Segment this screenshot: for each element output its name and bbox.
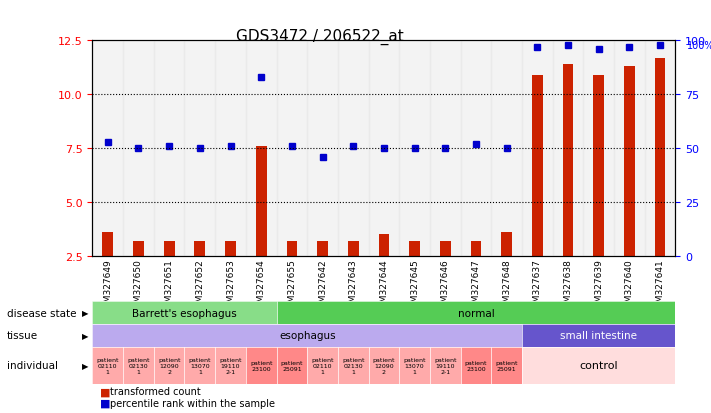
Text: percentile rank within the sample: percentile rank within the sample — [110, 398, 275, 408]
Bar — [400, 41, 430, 256]
Bar — [645, 41, 675, 256]
Bar — [215, 41, 246, 256]
Bar — [164, 241, 174, 256]
Bar — [655, 59, 665, 256]
Text: patient
19110
2-1: patient 19110 2-1 — [219, 357, 242, 374]
Bar — [471, 241, 481, 256]
Text: patient
23100: patient 23100 — [465, 360, 487, 371]
Text: control: control — [579, 361, 618, 370]
Text: patient
02110
1: patient 02110 1 — [97, 357, 119, 374]
Bar — [378, 235, 390, 256]
Bar — [410, 241, 420, 256]
Bar — [624, 67, 635, 256]
Bar — [256, 147, 267, 256]
Text: ▶: ▶ — [82, 361, 88, 370]
Text: patient
02110
1: patient 02110 1 — [311, 357, 334, 374]
Text: Barrett's esophagus: Barrett's esophagus — [132, 308, 237, 318]
Bar — [184, 41, 215, 256]
Bar — [368, 41, 400, 256]
Text: patient
25091: patient 25091 — [281, 360, 303, 371]
Bar — [491, 41, 522, 256]
Bar — [614, 41, 645, 256]
Text: patient
23100: patient 23100 — [250, 360, 272, 371]
Bar — [307, 41, 338, 256]
Text: patient
02130
1: patient 02130 1 — [127, 357, 150, 374]
Text: transformed count: transformed count — [110, 387, 201, 396]
Text: patient
19110
2-1: patient 19110 2-1 — [434, 357, 456, 374]
Bar — [430, 41, 461, 256]
Text: ▶: ▶ — [82, 331, 88, 340]
Bar — [277, 41, 307, 256]
Bar — [338, 41, 368, 256]
Bar — [287, 241, 297, 256]
Bar — [461, 41, 491, 256]
Bar — [594, 76, 604, 256]
Bar — [195, 241, 205, 256]
Bar — [440, 241, 451, 256]
Bar — [123, 41, 154, 256]
Text: ▶: ▶ — [82, 309, 88, 317]
Bar — [154, 41, 184, 256]
Bar — [246, 41, 277, 256]
Text: normal: normal — [458, 308, 494, 318]
Text: tissue: tissue — [7, 330, 38, 341]
Text: patient
25091: patient 25091 — [496, 360, 518, 371]
Bar — [102, 233, 113, 256]
Bar — [317, 241, 328, 256]
Text: patient
12090
2: patient 12090 2 — [373, 357, 395, 374]
Text: individual: individual — [7, 361, 58, 370]
Bar — [552, 41, 584, 256]
Text: patient
02130
1: patient 02130 1 — [342, 357, 365, 374]
Text: esophagus: esophagus — [279, 330, 336, 341]
Bar — [348, 241, 358, 256]
Text: ■: ■ — [100, 398, 110, 408]
Text: GDS3472 / 206522_at: GDS3472 / 206522_at — [236, 29, 404, 45]
Bar — [522, 41, 552, 256]
Text: patient
13070
1: patient 13070 1 — [188, 357, 211, 374]
Text: 100%: 100% — [687, 41, 711, 51]
Text: ■: ■ — [100, 387, 110, 396]
Bar — [92, 41, 123, 256]
Text: patient
13070
1: patient 13070 1 — [403, 357, 426, 374]
Text: disease state: disease state — [7, 308, 77, 318]
Bar — [133, 241, 144, 256]
Bar — [225, 241, 236, 256]
Text: small intestine: small intestine — [560, 330, 637, 341]
Bar — [584, 41, 614, 256]
Bar — [532, 76, 542, 256]
Text: patient
12090
2: patient 12090 2 — [158, 357, 181, 374]
Bar — [562, 65, 573, 256]
Bar — [501, 233, 512, 256]
